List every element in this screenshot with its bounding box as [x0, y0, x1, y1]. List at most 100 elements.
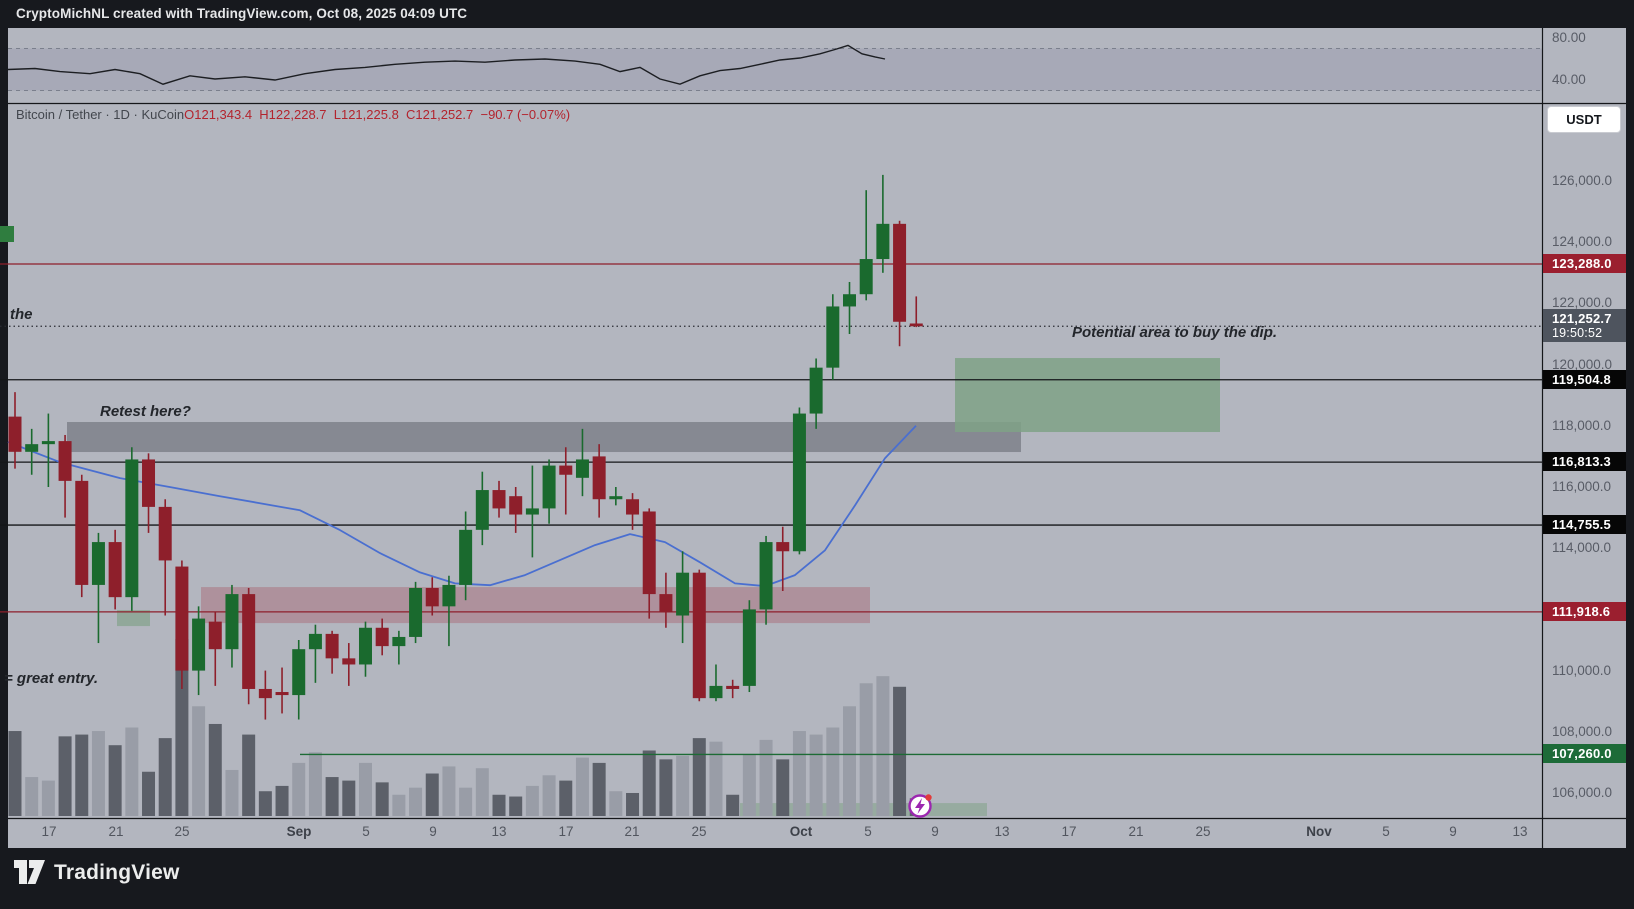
candle	[392, 630, 406, 665]
tradingview-logo[interactable]: TradingView	[14, 860, 180, 885]
candle	[208, 612, 222, 686]
candle	[41, 413, 55, 487]
volume-bar	[41, 780, 55, 816]
candle-body	[8, 416, 22, 452]
candle	[325, 630, 339, 674]
title-bar-text: CryptoMichNL created with TradingView.co…	[16, 6, 468, 21]
price-level-badge: 111,918.6	[1543, 601, 1626, 621]
volume-bar	[709, 741, 723, 816]
price-gridline-label: 124,000.0	[1552, 234, 1613, 250]
volume-bar	[859, 683, 873, 816]
annotation-buy-dip[interactable]: Potential area to buy the dip.	[1072, 324, 1278, 341]
candle-body	[893, 223, 907, 322]
candle	[575, 428, 589, 497]
candle-body	[358, 627, 372, 665]
annotation-left-partial[interactable]: the	[10, 306, 33, 323]
candle-body	[592, 456, 606, 500]
candle	[258, 670, 272, 720]
candle	[759, 535, 773, 625]
volume-bar	[358, 762, 372, 816]
volume-bar	[308, 752, 322, 816]
time-axis-label: Sep	[286, 824, 312, 839]
volume-bar	[375, 782, 389, 816]
price-gridline-label: 126,000.0	[1552, 173, 1613, 188]
price-gridline-label: 118,000.0	[1552, 417, 1612, 433]
volume-bar	[509, 796, 523, 816]
time-axis-label: 25	[691, 824, 707, 839]
price-gridline-label: 122,000.0	[1552, 295, 1613, 311]
time-axis-label: 21	[1128, 824, 1144, 839]
annotation-retest[interactable]: Retest here?	[100, 403, 191, 420]
time-axis-label: 5	[1382, 824, 1390, 839]
candle-body	[609, 496, 623, 500]
buy-the-dip-zone	[955, 358, 1220, 433]
volume-bar	[91, 731, 105, 816]
candle	[642, 508, 656, 619]
volume-bar	[642, 750, 656, 816]
time-axis-label: 21	[108, 824, 124, 839]
candle	[125, 447, 139, 611]
time-axis-label: Nov	[1306, 824, 1332, 839]
candle	[592, 444, 606, 518]
title-bar: CryptoMichNL created with TradingView.co…	[0, 0, 1634, 28]
volume-bar	[392, 794, 406, 816]
volume-bar	[409, 787, 423, 816]
candle-body	[242, 594, 256, 689]
price-level-badge: 116,813.3	[1543, 452, 1626, 472]
candle-body	[642, 511, 656, 595]
volume-bar	[525, 785, 539, 816]
volume-bar	[8, 731, 22, 816]
candle-body	[742, 609, 756, 686]
candle-body	[208, 621, 222, 650]
rsi-axis-lower-label: 40.00	[1552, 72, 1586, 87]
candle	[525, 465, 539, 558]
candle	[142, 453, 156, 533]
volume-bar	[242, 734, 256, 816]
candle-body	[175, 566, 189, 671]
candle	[292, 640, 306, 720]
candle-body	[559, 465, 573, 475]
rsi-line	[7, 44, 886, 85]
symbol-name[interactable]: Bitcoin / Tether · 1D · KuCoin	[16, 107, 185, 122]
currency-toggle-button[interactable]: USDT	[1547, 106, 1621, 133]
candle-body	[826, 306, 840, 368]
lightning-marker-icon	[908, 794, 932, 818]
candle	[509, 487, 523, 533]
candle	[342, 643, 356, 686]
volume-bar	[492, 794, 506, 816]
bottom-bar: TradingView	[0, 848, 1634, 909]
tradingview-logo-icon	[14, 860, 45, 884]
time-axis-label: 5	[864, 824, 872, 839]
price-level-badge: 107,260.0	[1543, 744, 1626, 764]
candle-body	[325, 633, 339, 659]
annotation-great-entry[interactable]: = great entry.	[4, 670, 99, 687]
volume-bar	[575, 757, 589, 816]
left-edge-marker	[0, 226, 14, 242]
candle-body	[342, 658, 356, 665]
volume-bar	[792, 731, 806, 816]
candle	[58, 434, 72, 518]
candle	[609, 487, 623, 506]
candle-body	[409, 587, 423, 637]
candle	[375, 618, 389, 656]
price-gridline-label: 120,000.0	[1552, 356, 1613, 372]
price-gridline-label: 110,000.0	[1552, 662, 1612, 678]
volume-bar	[258, 791, 272, 816]
volume-bar	[58, 736, 72, 816]
volume-bar	[742, 754, 756, 816]
volume-bar	[592, 762, 606, 816]
candle	[108, 529, 122, 610]
symbol-legend[interactable]: Bitcoin / Tether · 1D · KuCoinO121,343.4…	[16, 107, 570, 122]
tradingview-logo-text: TradingView	[54, 860, 180, 884]
rsi-axis-upper-label: 80.00	[1552, 30, 1586, 45]
candle	[826, 294, 840, 380]
candle	[726, 679, 740, 699]
candle	[809, 358, 823, 429]
candle	[25, 428, 39, 475]
candle	[559, 447, 573, 515]
time-axis-label: 5	[362, 824, 370, 839]
price-level-badge: 123,288.0	[1543, 253, 1626, 273]
volume-bar	[609, 791, 623, 816]
candle	[843, 281, 856, 334]
